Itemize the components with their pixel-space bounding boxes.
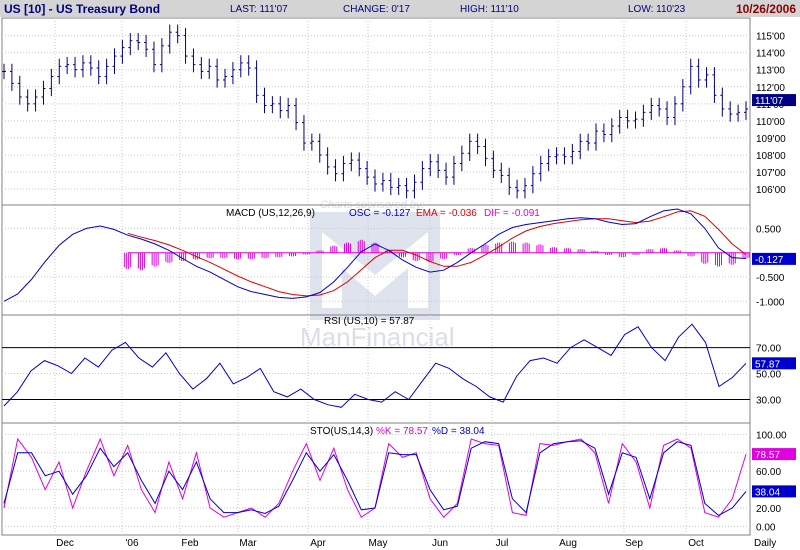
x-tick-label: Jun bbox=[432, 538, 448, 549]
rsi-title: RSI (US,10) = 57.87 bbox=[324, 316, 415, 327]
macd-osc-legend: OSC = -0.127 bbox=[349, 208, 411, 219]
rsi-tick-label: 50.00 bbox=[756, 370, 781, 381]
rsi-line bbox=[3, 323, 747, 408]
sponsor-watermark: Charts sponsored by: ManFinancial bbox=[300, 199, 455, 352]
price-last-badge-bg bbox=[752, 94, 796, 107]
last-price-label: LAST: 111'07 bbox=[230, 4, 288, 15]
sponsor-logo-m bbox=[322, 232, 428, 308]
x-tick-label: Mar bbox=[239, 538, 257, 549]
macd-tick-label: 0.500 bbox=[756, 224, 781, 235]
x-tick-label: Apr bbox=[310, 538, 326, 549]
stochastic-frame bbox=[1, 422, 751, 536]
sto-d-badge-bg bbox=[752, 485, 796, 498]
x-tick-label: Dec bbox=[56, 538, 74, 549]
macd-last-badge: -0.127 bbox=[755, 255, 784, 266]
macd-line bbox=[3, 208, 747, 302]
price-tick-label: 112'00 bbox=[756, 83, 785, 94]
price-tick-label: 113'00 bbox=[756, 66, 785, 77]
rsi-tick-label: 70.00 bbox=[756, 344, 781, 355]
x-tick-label: Oct bbox=[688, 538, 704, 549]
price-tick-label: 114'00 bbox=[756, 49, 785, 60]
ema-line bbox=[127, 210, 747, 297]
sto-d-legend: %D = 38.04 bbox=[432, 426, 485, 437]
stochastic-tick-label: 0.00 bbox=[756, 522, 776, 533]
rsi-tick-label: 30.00 bbox=[756, 396, 781, 407]
sto-title: STO(US,14,3) bbox=[310, 426, 373, 437]
rsi-last-badge-bg bbox=[752, 357, 796, 370]
price-tick-label: 106'00 bbox=[756, 185, 786, 196]
sto-legend: STO(US,14,3) %K = 78.57 %D = 38.04 bbox=[310, 426, 485, 437]
price-tick-label: 115'00 bbox=[756, 32, 785, 43]
low-label: LOW: 110'23 bbox=[628, 4, 686, 15]
x-tick-label: May bbox=[369, 538, 388, 549]
price-tick-label: 110'00 bbox=[756, 117, 785, 128]
sto-k-badge-bg bbox=[752, 448, 796, 461]
rsi-last-badge: 57.87 bbox=[755, 359, 780, 370]
x-tick-label: Sep bbox=[625, 538, 643, 549]
symbol-title: US [10] - US Treasury Bond bbox=[4, 2, 160, 16]
x-tick-label: Jul bbox=[496, 538, 509, 549]
sponsor-logo-box bbox=[310, 212, 440, 320]
sponsor-brand: ManFinancial bbox=[300, 322, 455, 352]
sto-k-legend: %K = 78.57 bbox=[376, 426, 428, 437]
stochastic-tick-label: 60.00 bbox=[756, 467, 781, 478]
price-frame bbox=[1, 17, 751, 206]
header-bar bbox=[0, 0, 800, 17]
macd-dif-legend: DIF = -0.091 bbox=[484, 208, 540, 219]
x-tick-label: '06 bbox=[125, 538, 138, 549]
price-tick-label: 108'00 bbox=[756, 151, 786, 162]
macd-ema-legend: EMA = -0.036 bbox=[416, 208, 477, 219]
sto-d-badge: 38.04 bbox=[755, 487, 780, 498]
rsi-panel: 70.00 50.00 30.00 57.87 bbox=[1, 314, 796, 424]
price-last-badge: 111'07 bbox=[755, 96, 784, 107]
macd-last-badge-bg bbox=[752, 252, 796, 265]
x-tick-label: Feb bbox=[181, 538, 199, 549]
x-axis: Dec '06 Feb Mar Apr May Jun Jul Aug Sep Oct bbox=[56, 538, 704, 549]
stochastic-tick-label: 100.00 bbox=[756, 430, 787, 441]
date-label: 10/26/2006 bbox=[736, 2, 796, 16]
x-tick-label: Aug bbox=[559, 538, 577, 549]
macd-tick-label: -0.500 bbox=[756, 273, 785, 284]
change-label: CHANGE: 0'17 bbox=[343, 4, 410, 15]
macd-title: MACD (US,12,26,9) bbox=[226, 208, 315, 219]
sto-k-line bbox=[3, 437, 747, 518]
macd-tick-label: -1.000 bbox=[756, 297, 785, 308]
sto-k-badge: 78.57 bbox=[755, 450, 780, 461]
frequency-label: Daily bbox=[754, 538, 776, 549]
stochastic-tick-label: 20.00 bbox=[756, 504, 781, 515]
price-tick-label: 107'00 bbox=[756, 168, 786, 179]
macd-panel: 0.500 -0.500 -1.000 -0.127 bbox=[1, 204, 796, 316]
price-panel: 115'00114'00113'00112'00111'00110'00109'… bbox=[1, 17, 796, 206]
high-label: HIGH: 111'10 bbox=[460, 4, 519, 15]
chart-panels: 115'00114'00113'00112'00111'00110'00109'… bbox=[1, 17, 796, 536]
price-tick-label: 109'00 bbox=[756, 134, 786, 145]
macd-legend: MACD (US,12,26,9) OSC = -0.127 EMA = -0.… bbox=[226, 208, 540, 219]
sto-d-line bbox=[3, 440, 747, 517]
